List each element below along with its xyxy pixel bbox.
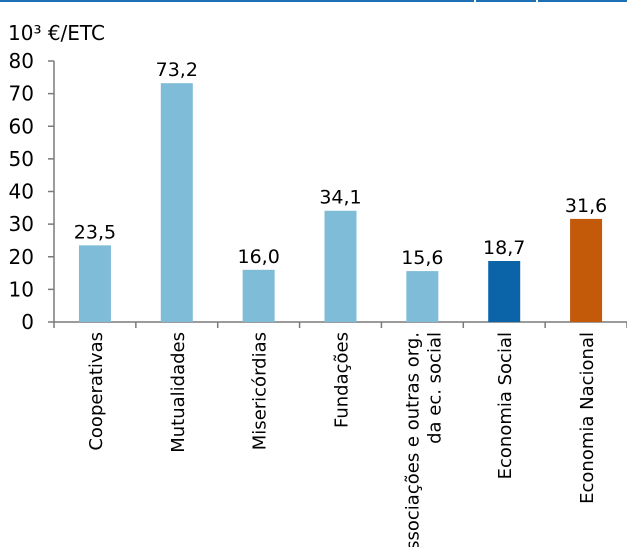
data-label: 73,2	[156, 59, 198, 81]
value-labels: 23,5 73,2 16,0 34,1 15,6 18,7 31,6	[74, 59, 607, 269]
x-tick-label: Associações e outras org.	[402, 332, 423, 547]
y-tick-label: 40	[9, 180, 34, 204]
y-tick-label: 30	[9, 212, 34, 236]
data-label: 31,6	[565, 195, 607, 217]
bar	[406, 271, 439, 322]
y-tick-label: 10	[9, 277, 34, 301]
x-tick-label: Cooperativas	[86, 332, 107, 451]
data-label: 15,6	[401, 247, 443, 269]
bar	[570, 218, 603, 322]
y-tick-label: 70	[9, 82, 34, 106]
x-tick-label: Mutualidades	[168, 332, 189, 453]
bar	[488, 260, 521, 322]
bar	[242, 269, 275, 322]
y-tick-label: 20	[9, 245, 34, 269]
top-rule	[0, 0, 627, 2]
bar	[160, 83, 193, 322]
y-axis-unit-label: 10³ €/ETC	[8, 21, 105, 45]
bars	[78, 83, 603, 322]
y-tick-label: 50	[9, 147, 34, 171]
bar	[324, 210, 357, 322]
x-tick-label: Economia Social	[495, 332, 516, 479]
x-tick-label: Misericórdias	[250, 332, 271, 450]
data-label: 16,0	[237, 246, 279, 268]
y-tick-label: 60	[9, 114, 34, 138]
data-label: 23,5	[74, 221, 116, 243]
axes: 0 10 20 30 40 50 60 70 80	[9, 49, 627, 334]
data-label: 34,1	[319, 187, 361, 209]
x-tick-label: Fundações	[332, 332, 353, 428]
y-tick-label: 0	[21, 310, 34, 334]
bar	[78, 245, 111, 322]
y-tick-label: 80	[9, 49, 34, 73]
x-axis-labels: Cooperativas Mutualidades Misericórdias Fun…	[86, 332, 598, 547]
data-label: 18,7	[483, 237, 525, 259]
x-tick-label: da ec. social	[424, 332, 445, 444]
x-tick-label: Economia Nacional	[577, 332, 598, 504]
